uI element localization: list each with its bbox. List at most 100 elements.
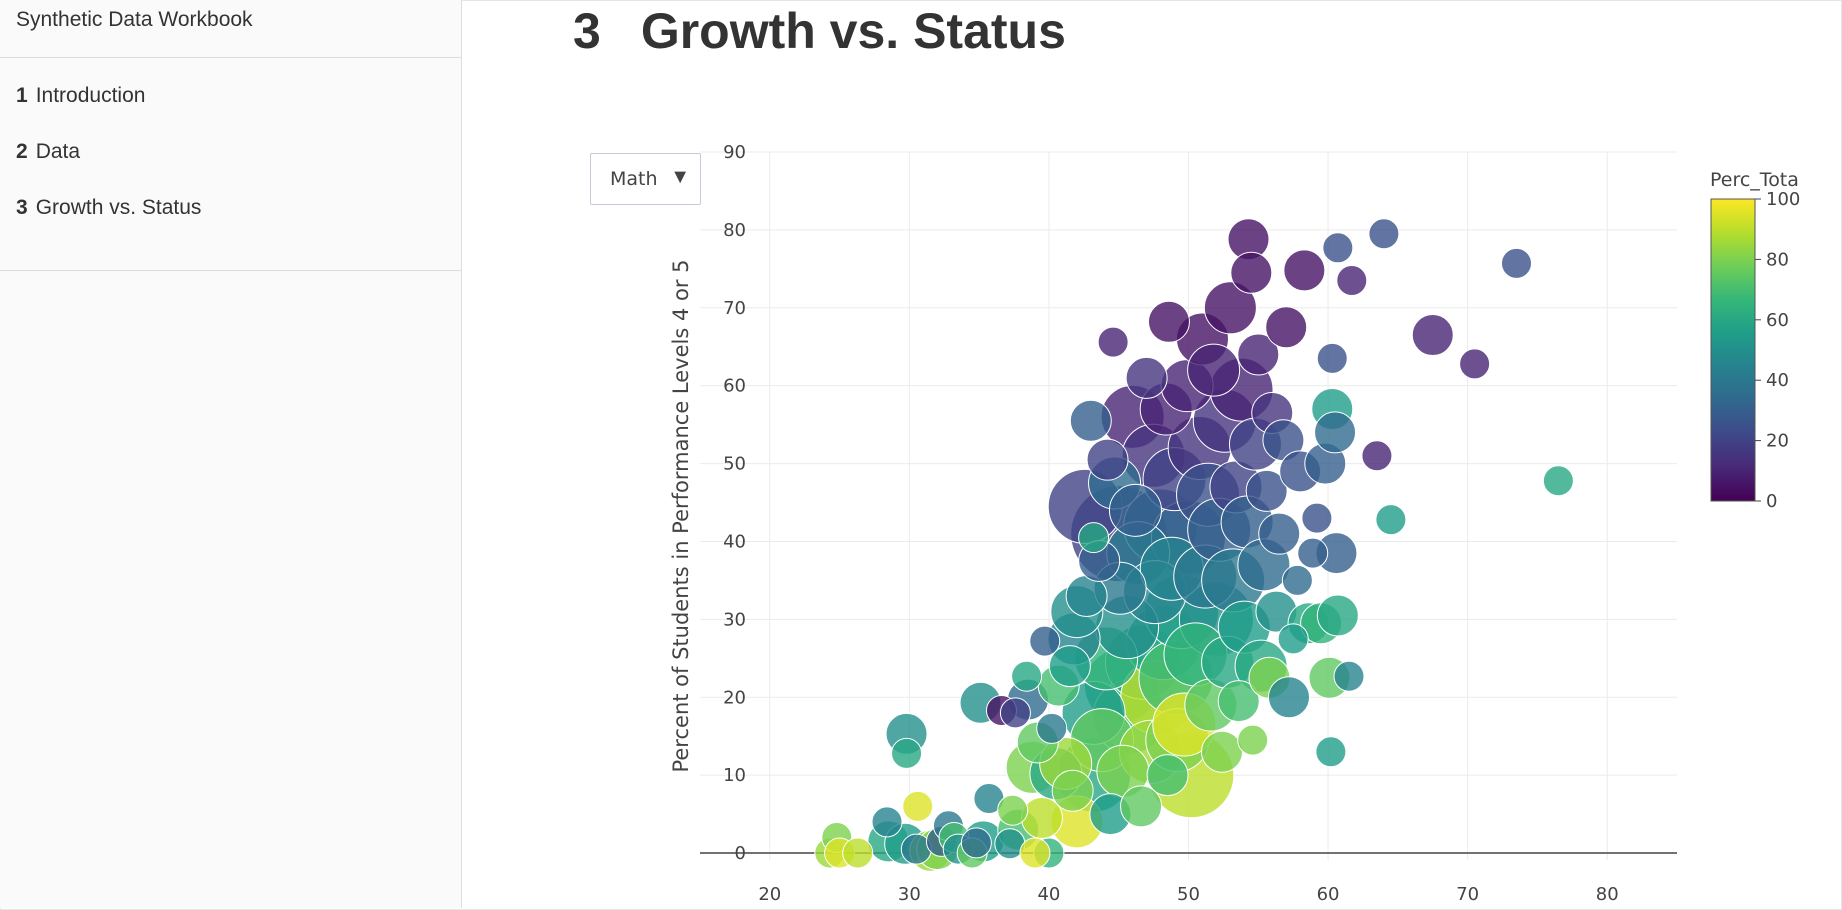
table-of-contents: 1 Introduction 2 Data 3 Growth vs. Status — [0, 58, 461, 271]
toc-number: 1 — [16, 84, 28, 107]
colorbar-title: Perc_Tota — [1710, 169, 1799, 191]
data-points — [814, 218, 1574, 872]
subject-dropdown[interactable]: Math ▼ — [590, 153, 701, 205]
data-point — [1277, 623, 1309, 655]
data-point — [1187, 343, 1241, 397]
toc-item-growth-vs-status[interactable]: 3 Growth vs. Status — [0, 196, 461, 252]
colorbar-tick-label: 100 — [1766, 189, 1800, 210]
data-point — [1237, 333, 1280, 376]
data-point — [1265, 306, 1308, 349]
data-point — [1200, 730, 1243, 773]
data-point — [1500, 247, 1532, 279]
colorbar-tick-label: 60 — [1766, 310, 1789, 331]
y-tick-label: 30 — [723, 609, 746, 630]
workbook-title: Synthetic Data Workbook — [0, 0, 461, 58]
data-point — [1217, 680, 1260, 723]
data-point — [1203, 281, 1257, 335]
data-point — [1078, 522, 1110, 554]
data-point — [1361, 440, 1393, 472]
data-point — [1283, 249, 1326, 292]
data-point — [1301, 502, 1333, 534]
data-point — [891, 737, 923, 769]
data-point — [1333, 660, 1365, 692]
dropdown-arrow-icon: ▼ — [670, 166, 690, 188]
data-point — [1036, 712, 1068, 744]
data-point — [1120, 785, 1163, 828]
data-point — [1258, 512, 1301, 555]
y-tick-label: 10 — [723, 765, 746, 786]
colorbar-tick-label: 0 — [1766, 491, 1777, 512]
data-point — [960, 827, 992, 859]
data-point — [1315, 736, 1347, 768]
x-tick-labels: 20 30 40 50 60 70 80 — [758, 884, 1618, 905]
data-point — [1011, 660, 1043, 692]
x-tick-label: 40 — [1037, 884, 1060, 905]
y-axis-title: Percent of Students in Performance Level… — [669, 259, 693, 772]
colorbar-gradient — [1710, 198, 1756, 502]
colorbar-tick-label: 20 — [1766, 431, 1789, 452]
x-tick-label: 30 — [898, 884, 921, 905]
data-point — [1086, 438, 1129, 481]
data-point — [1267, 676, 1310, 719]
toc-item-introduction[interactable]: 1 Introduction — [0, 84, 461, 140]
data-point — [1097, 326, 1129, 358]
colorbar-tick-label: 80 — [1766, 249, 1789, 270]
data-point — [1281, 564, 1313, 596]
y-tick-label: 50 — [723, 454, 746, 475]
data-point — [1368, 218, 1400, 250]
y-tick-label: 80 — [723, 220, 746, 241]
y-tick-label: 0 — [735, 843, 746, 864]
data-point — [1147, 300, 1190, 343]
data-point — [871, 806, 903, 838]
data-point — [842, 837, 874, 869]
data-point — [1108, 483, 1162, 537]
data-point — [1297, 537, 1329, 569]
y-tick-label: 60 — [723, 376, 746, 397]
data-point — [999, 697, 1031, 729]
data-point — [1411, 314, 1454, 357]
data-point — [1322, 232, 1354, 264]
toc-number: 3 — [16, 196, 28, 219]
x-tick-label: 60 — [1317, 884, 1340, 905]
data-point — [1019, 837, 1051, 869]
x-tick-label: 70 — [1456, 884, 1479, 905]
toc-label: Data — [35, 140, 81, 163]
page-title: 3 Growth vs. Status — [573, 2, 1066, 60]
toc-label: Growth vs. Status — [35, 196, 202, 219]
x-tick-label: 20 — [758, 884, 781, 905]
toc-label: Introduction — [35, 84, 146, 107]
data-point — [1542, 465, 1574, 497]
section-number: 3 — [573, 3, 601, 59]
y-tick-label: 90 — [723, 142, 746, 163]
data-point — [1230, 251, 1273, 294]
data-point — [1069, 399, 1112, 442]
y-tick-label: 70 — [723, 298, 746, 319]
y-tick-labels: 0 10 20 30 40 50 60 70 80 90 — [723, 142, 746, 864]
data-point — [1146, 754, 1189, 797]
data-point — [997, 794, 1029, 826]
y-tick-label: 20 — [723, 687, 746, 708]
data-point — [1245, 469, 1288, 512]
dropdown-selected-value: Math — [610, 168, 658, 190]
colorbar: Perc_Tota 0 20 40 60 80 100 — [1710, 169, 1800, 512]
toc-number: 2 — [16, 140, 28, 163]
data-point — [1314, 411, 1357, 454]
data-point — [902, 790, 934, 822]
data-point — [1459, 348, 1491, 380]
data-point — [1125, 356, 1168, 399]
toc-item-data[interactable]: 2 Data — [0, 140, 461, 196]
y-tick-label: 40 — [723, 531, 746, 552]
x-tick-label: 80 — [1596, 884, 1619, 905]
data-point — [1237, 724, 1269, 756]
data-point — [1029, 625, 1061, 657]
colorbar-tick-label: 40 — [1766, 370, 1789, 391]
data-point — [1375, 504, 1407, 536]
data-point — [1316, 594, 1359, 637]
data-point — [1048, 645, 1091, 688]
data-point — [1336, 265, 1368, 297]
data-point — [1316, 342, 1348, 374]
section-title: Growth vs. Status — [640, 3, 1066, 59]
x-tick-label: 50 — [1177, 884, 1200, 905]
